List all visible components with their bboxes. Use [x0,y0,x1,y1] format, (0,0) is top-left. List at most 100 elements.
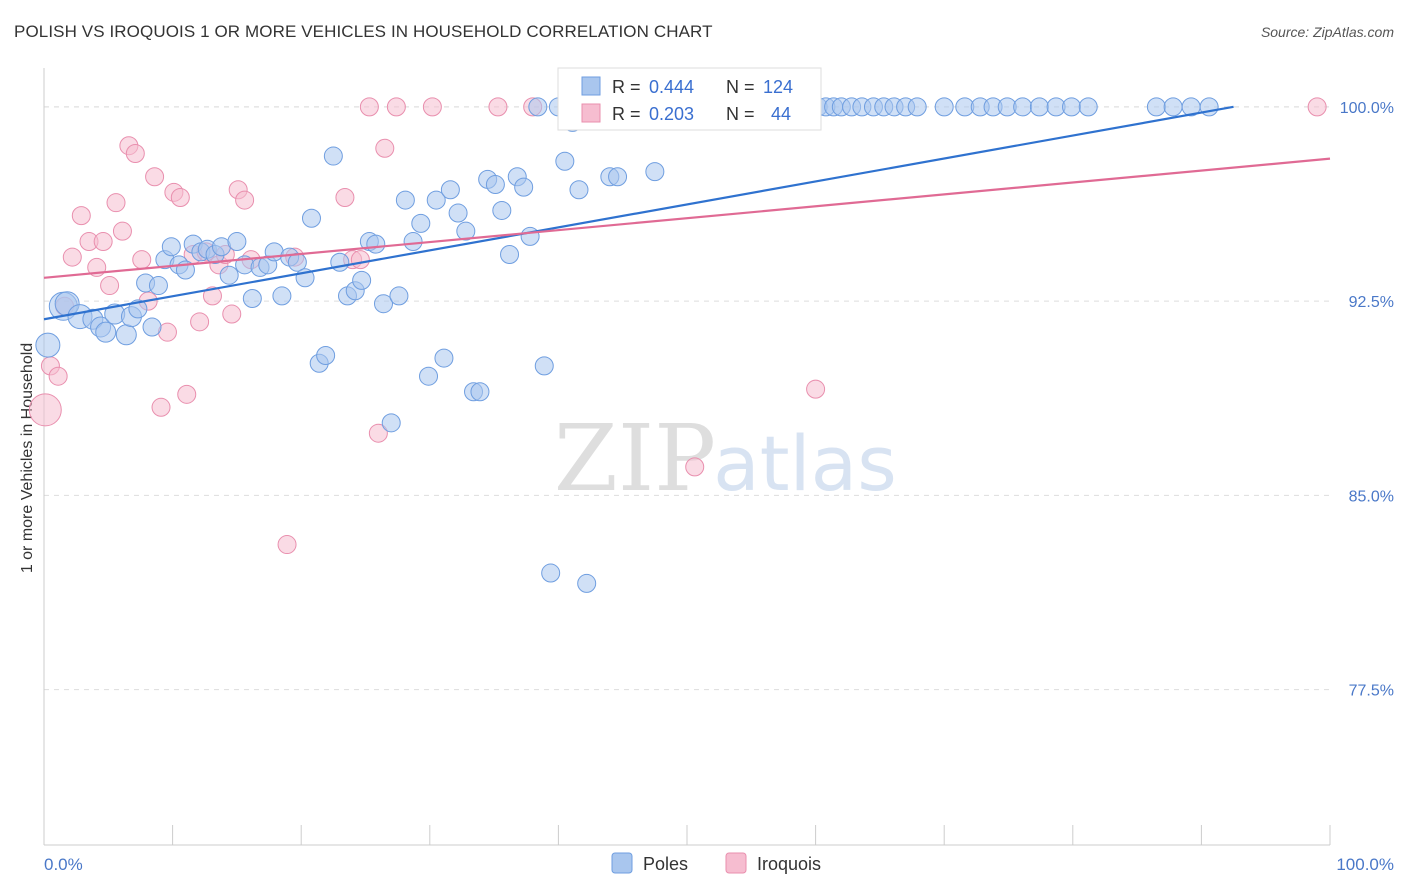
poles-trend-line [43,105,1234,321]
poles-point-81 [645,162,665,182]
poles-point-23 [219,265,239,285]
iroquois-point-37 [359,97,379,117]
poles-point-53 [440,180,460,200]
y-tick-label-3: 77.5% [1349,683,1394,700]
source-credit: Source: ZipAtlas.com [1260,24,1394,40]
poles-point-45 [381,413,401,433]
poles-point-121 [1013,97,1033,117]
poles-point-54 [448,203,468,223]
legend-poles-label: Poles [643,854,688,874]
legend-iroquois-label: Iroquois [757,854,821,874]
poles-point-26 [242,289,262,309]
poles-point-64 [520,226,540,246]
poles-point-66 [534,356,554,376]
poles-point-50 [419,366,439,386]
poles-point-36 [316,345,336,365]
poles-point-61 [500,244,520,264]
poles-point-15 [161,237,181,257]
x-tick-label-min: 0.0% [44,855,83,874]
iroquois-point-8 [93,232,113,252]
iroquois-n-value: 44 [771,104,791,124]
iroquois-point-38 [368,423,388,443]
poles-point-12 [142,317,162,337]
poles-point-46 [389,286,409,306]
poles-point-59 [485,175,505,195]
poles-point-57 [470,382,490,402]
poles-point-13 [148,276,168,296]
iroquois-point-2 [48,366,68,386]
iroquois-point-48 [1307,97,1327,117]
iroquois-point-42 [488,97,508,117]
y-tick-labels: 100.0% 92.5% 85.0% 77.5% [1340,100,1394,700]
poles-point-60 [492,200,512,220]
poles-point-65 [528,97,548,117]
poles-point-76 [608,167,628,187]
poles-point-0 [35,332,61,358]
iroquois-point-21 [177,384,197,404]
poles-point-49 [411,213,431,233]
poles-n-label: N = [726,77,755,97]
poles-r-value: 0.444 [649,77,694,97]
iroquois-n-label: N = [726,104,755,124]
iroquois-point-41 [422,97,442,117]
poles-points [35,97,1219,593]
x-tick-label-max: 100.0% [1336,855,1394,874]
poles-point-122 [1029,97,1049,117]
poles-point-127 [1163,97,1183,117]
series-legend: Poles Iroquois [611,852,821,874]
iroquois-point-4 [62,247,82,267]
poles-point-8 [115,324,137,346]
poles-point-71 [569,180,589,200]
iroquois-r-label: R = [612,104,641,124]
iroquois-point-11 [112,221,132,241]
watermark-atlas: atlas [713,419,897,508]
poles-point-67 [541,563,561,583]
poles-point-34 [301,208,321,228]
iroquois-point-9 [100,276,120,296]
poles-point-126 [1146,97,1166,117]
poles-point-43 [366,234,386,254]
poles-point-41 [352,270,372,290]
legend-poles-swatch [611,852,633,874]
iroquois-trend-line [43,157,1331,279]
iroquois-point-25 [202,286,222,306]
iroquois-point-44 [685,457,705,477]
poles-point-51 [426,190,446,210]
iroquois-point-39 [375,138,395,158]
iroquois-point-10 [106,193,126,213]
iroquois-r-value: 0.203 [649,104,694,124]
poles-point-6 [95,321,117,343]
poles-point-37 [323,146,343,166]
iroquois-point-47 [806,379,826,399]
poles-point-24 [227,232,247,252]
stats-legend-box [557,67,822,131]
iroquois-point-40 [386,97,406,117]
poles-point-124 [1062,97,1082,117]
stats-legend: R = 0.444 N = 124 R = 0.203 N = 44 [557,67,822,131]
y-tick-label-0: 100.0% [1340,100,1394,117]
chart-title: POLISH VS IROQUOIS 1 OR MORE VEHICLES IN… [14,22,713,41]
poles-point-115 [907,97,927,117]
y-tick-label-1: 92.5% [1349,294,1394,311]
poles-point-30 [272,286,292,306]
iroquois-point-17 [151,397,171,417]
iroquois-point-20 [170,188,190,207]
iroquois-point-36 [350,250,370,270]
poles-point-116 [934,97,954,117]
poles-point-47 [395,190,415,210]
poles-n-value: 124 [763,77,793,97]
legend-iroquois-swatch [725,852,747,874]
watermark-zip: ZIP [554,405,716,512]
poles-point-63 [514,177,534,197]
iroquois-point-30 [235,190,255,210]
iroquois-point-13 [125,143,145,163]
iroquois-point-28 [222,304,242,324]
iroquois-point-16 [145,167,165,187]
iroquois-point-34 [335,188,355,207]
iroquois-point-0 [28,393,62,427]
poles-point-52 [434,348,454,368]
iroquois-point-32 [277,535,297,555]
poles-legend-swatch [581,76,601,96]
iroquois-legend-swatch [581,103,601,123]
